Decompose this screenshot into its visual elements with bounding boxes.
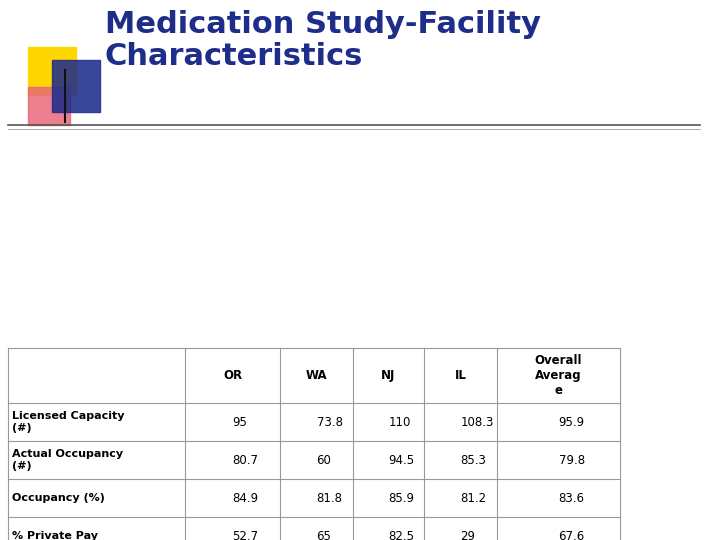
Text: 67.6: 67.6	[559, 530, 585, 540]
Text: NJ: NJ	[382, 369, 396, 382]
Text: 60: 60	[317, 454, 331, 467]
Text: 65: 65	[317, 530, 331, 540]
Text: 108.3: 108.3	[461, 415, 494, 429]
Text: 95: 95	[233, 415, 248, 429]
Text: 73.8: 73.8	[317, 415, 343, 429]
Text: 79.8: 79.8	[559, 454, 585, 467]
Bar	[52, 60, 100, 112]
Bar	[28, 87, 70, 125]
Text: 52.7: 52.7	[233, 530, 258, 540]
Text: 95.9: 95.9	[559, 415, 585, 429]
Text: Actual Occupancy
(#): Actual Occupancy (#)	[12, 449, 123, 471]
Text: WA: WA	[306, 369, 328, 382]
Text: 81.2: 81.2	[461, 491, 487, 504]
Text: IL: IL	[454, 369, 467, 382]
Text: % Private Pay: % Private Pay	[12, 531, 98, 540]
Text: 82.5: 82.5	[389, 530, 415, 540]
Text: 84.9: 84.9	[233, 491, 258, 504]
Text: 80.7: 80.7	[233, 454, 258, 467]
Bar	[28, 47, 76, 95]
Text: 94.5: 94.5	[389, 454, 415, 467]
Text: Medication Study-Facility: Medication Study-Facility	[105, 10, 541, 39]
Text: 29: 29	[461, 530, 475, 540]
Text: Characteristics: Characteristics	[105, 42, 364, 71]
Text: OR: OR	[223, 369, 242, 382]
Text: 81.8: 81.8	[317, 491, 343, 504]
Text: 83.6: 83.6	[559, 491, 585, 504]
Text: 85.9: 85.9	[389, 491, 415, 504]
Text: 85.3: 85.3	[461, 454, 487, 467]
Text: Occupancy (%): Occupancy (%)	[12, 493, 105, 503]
Text: Overall
Averag
e: Overall Averag e	[535, 354, 582, 397]
Text: 110: 110	[389, 415, 411, 429]
Text: Licensed Capacity
(#): Licensed Capacity (#)	[12, 411, 125, 433]
